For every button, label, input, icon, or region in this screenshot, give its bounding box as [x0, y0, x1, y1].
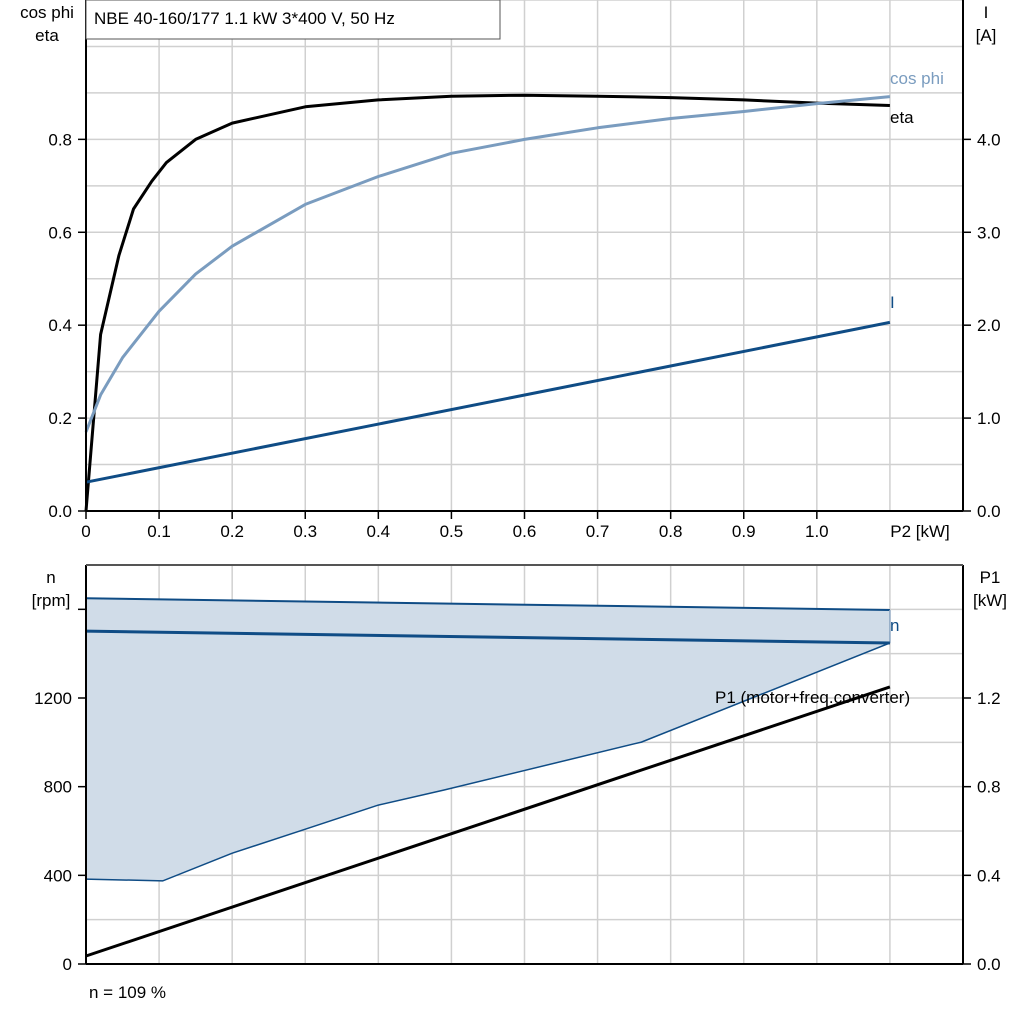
- series-label-eta: eta: [890, 108, 914, 127]
- speed-range-area: [86, 598, 890, 881]
- y-left-label-n: n: [46, 568, 55, 587]
- y-tick-label-right: 3.0: [977, 223, 1001, 242]
- y-tick-label-right: 1.2: [977, 689, 1001, 708]
- y-tick-label-right: 1.0: [977, 409, 1001, 428]
- y-tick-label-right: 2.0: [977, 316, 1001, 335]
- speed-footer: n = 109 %: [89, 983, 166, 1002]
- series-line-i: [85, 320, 891, 484]
- title-box: [85, 0, 501, 40]
- x-tick-label: 1.0: [805, 522, 829, 541]
- x-tick-label: 0.5: [440, 522, 464, 541]
- series-label-cos-phi: cos phi: [890, 69, 944, 88]
- series-label-P1: P1 (motor+freq.converter): [715, 688, 910, 707]
- y-tick-label-right: 0.0: [977, 955, 1001, 974]
- x-tick-label: 0.2: [220, 522, 244, 541]
- y-right-label-A: [A]: [976, 26, 997, 45]
- speed-range-lower-line: [85, 642, 891, 882]
- y-right-label-kW: [kW]: [973, 591, 1007, 610]
- series-line-cos: [84, 95, 891, 433]
- y-left-label-eta: eta: [35, 26, 59, 45]
- y-tick-label-left: 0: [63, 955, 72, 974]
- y-right-label-P1: P1: [980, 568, 1001, 587]
- x-tick-label: 0.4: [367, 522, 391, 541]
- y-tick-label-left: 0.8: [48, 130, 72, 149]
- series-label-I: I: [890, 293, 895, 312]
- y-tick-label-left: 0.2: [48, 409, 72, 428]
- y-right-label-I: I: [984, 3, 989, 22]
- y-tick-label-right: 0.0: [977, 502, 1001, 521]
- x-axis-label: P2 [kW]: [890, 522, 950, 541]
- y-tick-label-left: 0.4: [48, 316, 72, 335]
- x-tick-label: 0: [81, 522, 90, 541]
- y-tick-label-left: 0.0: [48, 502, 72, 521]
- y-left-label-rpm: [rpm]: [32, 591, 71, 610]
- chart-title: NBE 40-160/177 1.1 kW 3*400 V, 50 Hz: [94, 9, 395, 28]
- x-tick-label: 0.6: [513, 522, 537, 541]
- y-tick-label-right: 4.0: [977, 130, 1001, 149]
- y-tick-label-left: 400: [44, 866, 72, 885]
- y-tick-label-left: 0.6: [48, 223, 72, 242]
- y-tick-label-left: 1200: [34, 689, 72, 708]
- y-tick-label-left: 800: [44, 778, 72, 797]
- speed-range-upper-line: [85, 597, 890, 611]
- series-label-n: n: [890, 616, 899, 635]
- series-line-n: [85, 629, 890, 645]
- x-tick-label: 0.8: [659, 522, 683, 541]
- series-line-p1: [85, 685, 891, 958]
- y-tick-label-right: 0.4: [977, 866, 1001, 885]
- x-tick-label: 0.1: [147, 522, 171, 541]
- x-tick-label: 0.9: [732, 522, 756, 541]
- y-tick-label-right: 0.8: [977, 778, 1001, 797]
- y-left-label-cosphi: cos phi: [20, 3, 74, 22]
- series-line-eta: [84, 93, 890, 512]
- x-tick-label: 0.3: [293, 522, 317, 541]
- x-tick-label: 0.7: [586, 522, 610, 541]
